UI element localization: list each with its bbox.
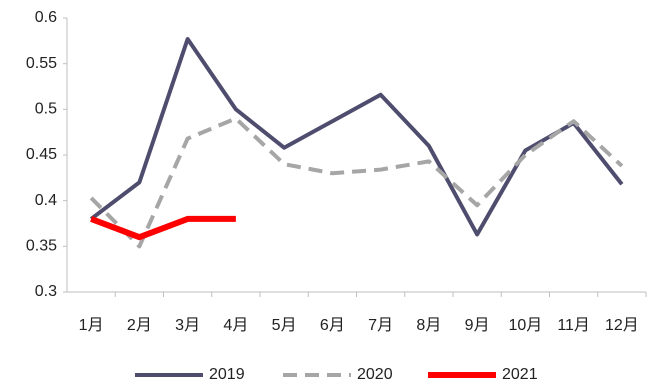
y-tick-label: 0.3 <box>35 283 57 300</box>
y-tick-label: 0.45 <box>26 146 57 163</box>
y-tick-label: 0.5 <box>35 101 57 118</box>
x-tick-label: 8月 <box>416 317 441 334</box>
x-tick-label: 9月 <box>465 317 490 334</box>
x-tick-label: 5月 <box>272 317 297 334</box>
line-series <box>90 215 236 241</box>
x-tick-label: 1月 <box>79 317 104 334</box>
y-tick-label: 0.35 <box>26 238 57 255</box>
y-tick-label: 0.55 <box>26 55 57 72</box>
y-tick-label: 0.6 <box>35 9 57 26</box>
x-tick-label: 10月 <box>508 317 542 334</box>
x-tick-label: 11月 <box>557 317 590 334</box>
x-tick-label: 2月 <box>127 317 152 334</box>
x-tick-label: 7月 <box>368 317 393 334</box>
legend-label: 2019 <box>209 366 245 383</box>
y-tick-label: 0.4 <box>35 192 57 209</box>
x-tick-label: 6月 <box>320 317 345 334</box>
line-series <box>89 116 624 249</box>
x-tick-label: 4月 <box>223 317 248 334</box>
line-series <box>89 37 624 237</box>
legend-label: 2020 <box>357 366 393 383</box>
x-tick-label: 12月 <box>605 317 639 334</box>
legend-label: 2021 <box>502 366 538 383</box>
x-tick-label: 3月 <box>175 317 200 334</box>
